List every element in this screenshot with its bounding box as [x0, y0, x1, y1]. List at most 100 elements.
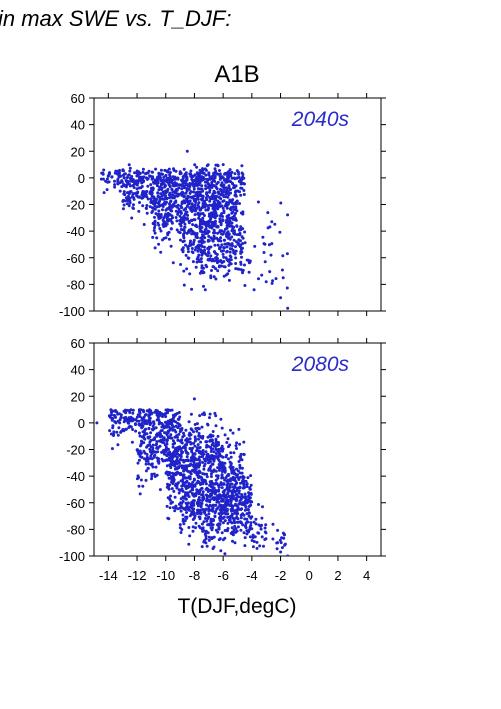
data-point — [191, 180, 195, 184]
data-point — [204, 534, 208, 538]
data-point — [179, 509, 183, 513]
data-point — [179, 458, 183, 462]
data-point — [206, 444, 210, 448]
data-point — [268, 270, 272, 274]
data-point — [218, 172, 222, 176]
data-point — [155, 446, 159, 450]
data-point — [192, 397, 196, 401]
data-point — [168, 176, 172, 180]
data-point — [224, 455, 228, 459]
data-point — [205, 191, 209, 195]
data-point — [144, 207, 148, 210]
data-point — [194, 246, 198, 249]
data-point — [193, 248, 197, 252]
data-point — [160, 194, 164, 198]
data-point — [109, 432, 113, 436]
x-tick-label: -10 — [156, 568, 175, 583]
data-point — [210, 536, 214, 540]
data-point — [137, 431, 141, 435]
data-point — [176, 194, 180, 198]
data-point — [223, 172, 227, 176]
data-point — [180, 464, 184, 468]
data-point — [248, 496, 252, 500]
data-point — [251, 545, 255, 549]
data-point — [154, 167, 158, 171]
data-point — [199, 508, 203, 512]
data-point — [185, 187, 189, 190]
data-point — [227, 503, 231, 507]
data-point — [164, 431, 167, 435]
data-point — [201, 454, 205, 458]
data-point — [150, 463, 153, 467]
data-point — [226, 529, 229, 533]
data-point — [225, 215, 229, 218]
data-point — [208, 220, 211, 224]
data-point — [236, 176, 240, 180]
data-point — [172, 480, 176, 483]
data-point — [174, 177, 177, 181]
data-point — [163, 201, 167, 204]
data-point — [122, 429, 126, 433]
data-point — [174, 467, 178, 471]
data-point — [210, 220, 214, 224]
data-point — [162, 236, 166, 240]
data-point — [279, 296, 283, 300]
data-point — [171, 261, 175, 265]
data-point — [220, 486, 224, 490]
data-point — [227, 179, 230, 183]
data-point — [243, 500, 247, 504]
data-point — [243, 492, 247, 496]
data-point — [172, 450, 176, 454]
data-point — [174, 482, 178, 486]
data-point — [179, 238, 182, 242]
data-point — [166, 231, 170, 235]
data-point — [178, 526, 182, 530]
data-point — [286, 554, 290, 556]
data-point — [202, 539, 206, 543]
data-point — [166, 483, 170, 487]
data-point — [198, 271, 202, 275]
data-point — [201, 271, 205, 275]
data-point — [166, 429, 170, 433]
data-point — [135, 194, 139, 198]
data-point — [203, 230, 207, 234]
data-point — [216, 449, 220, 453]
data-point — [163, 221, 167, 225]
data-point — [196, 212, 200, 216]
data-point — [165, 453, 169, 457]
data-point — [189, 174, 193, 178]
data-point — [183, 230, 187, 234]
data-point — [280, 546, 284, 550]
data-point — [192, 190, 195, 194]
data-point — [227, 486, 231, 490]
data-point — [177, 432, 181, 436]
data-point — [145, 453, 149, 456]
data-point — [200, 175, 204, 179]
data-point — [271, 537, 275, 541]
data-point — [179, 221, 183, 225]
data-point — [254, 517, 258, 521]
data-point — [238, 190, 241, 194]
data-point — [161, 423, 165, 427]
data-point — [175, 412, 179, 415]
data-point — [129, 179, 132, 183]
data-point — [245, 512, 249, 516]
data-point — [208, 199, 212, 203]
data-point — [270, 220, 274, 224]
data-point — [243, 544, 247, 548]
data-point — [201, 490, 205, 494]
data-point — [127, 204, 131, 208]
data-point — [200, 545, 204, 549]
data-point — [156, 181, 160, 185]
data-point — [154, 443, 158, 447]
data-point — [175, 219, 179, 223]
data-point — [249, 523, 253, 527]
data-point — [229, 451, 233, 455]
data-point — [165, 458, 169, 462]
data-point — [154, 212, 158, 216]
data-point — [234, 267, 238, 271]
y-tick-label: 60 — [71, 91, 85, 106]
data-point — [182, 239, 186, 243]
data-point — [181, 519, 185, 523]
data-point — [168, 171, 172, 174]
